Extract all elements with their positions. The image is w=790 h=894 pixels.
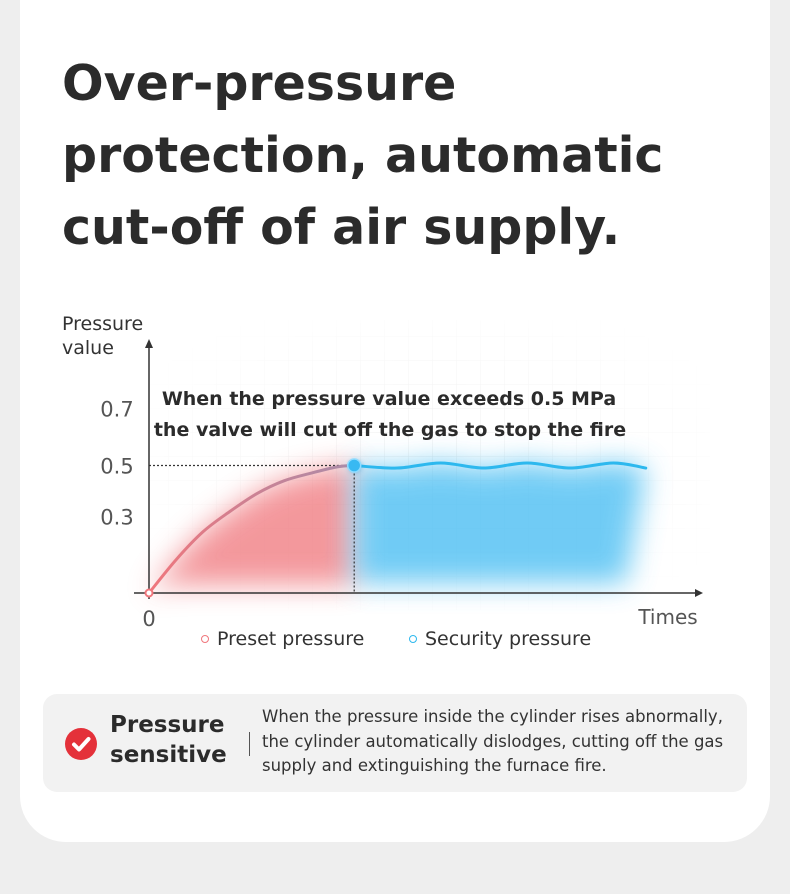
legend-preset-label: Preset pressure [217,628,365,650]
legend-security: Security pressure [409,626,591,652]
security-area [354,462,646,583]
feature-title: Pressure sensitive [110,712,227,768]
legend-security-label: Security pressure [425,628,592,650]
y-tick-label: 0.7 [100,398,133,422]
series-preset-line [147,464,356,595]
x-axis-label: Times [637,605,697,629]
annotation-line1: When the pressure value exceeds 0.5 MPa [162,388,616,410]
feature-description: When the pressure inside the cylinder ri… [262,707,724,775]
page-title: Over-pressure protection, automatic cut-… [62,55,664,256]
origin-point [144,588,154,598]
threshold-point [346,458,362,473]
legend-preset: Preset pressure [201,626,364,652]
check-icon [65,728,97,760]
annotation-line2: the valve will cut off the gas to stop t… [154,419,626,441]
y-axis-label-line2: value [62,337,114,359]
pressure-chart: 0.7 0.5 0.3 0 Times Pressure value When the pre… [0,300,790,670]
y-axis-arrow-icon [145,339,153,348]
x-axis-arrow-icon [695,589,703,597]
series-security-line [352,461,648,470]
y-tick-label: 0.5 [100,455,133,479]
preset-dot-icon [201,635,209,643]
y-tick-label: 0.3 [100,506,133,530]
preset-area [149,465,355,593]
origin-label: 0 [142,607,155,631]
y-axis-label-line1: Pressure [62,313,143,335]
security-dot-icon [409,635,417,643]
feature-box: Pressure sensitive When the pressure ins… [43,694,747,792]
feature-divider [249,732,250,756]
